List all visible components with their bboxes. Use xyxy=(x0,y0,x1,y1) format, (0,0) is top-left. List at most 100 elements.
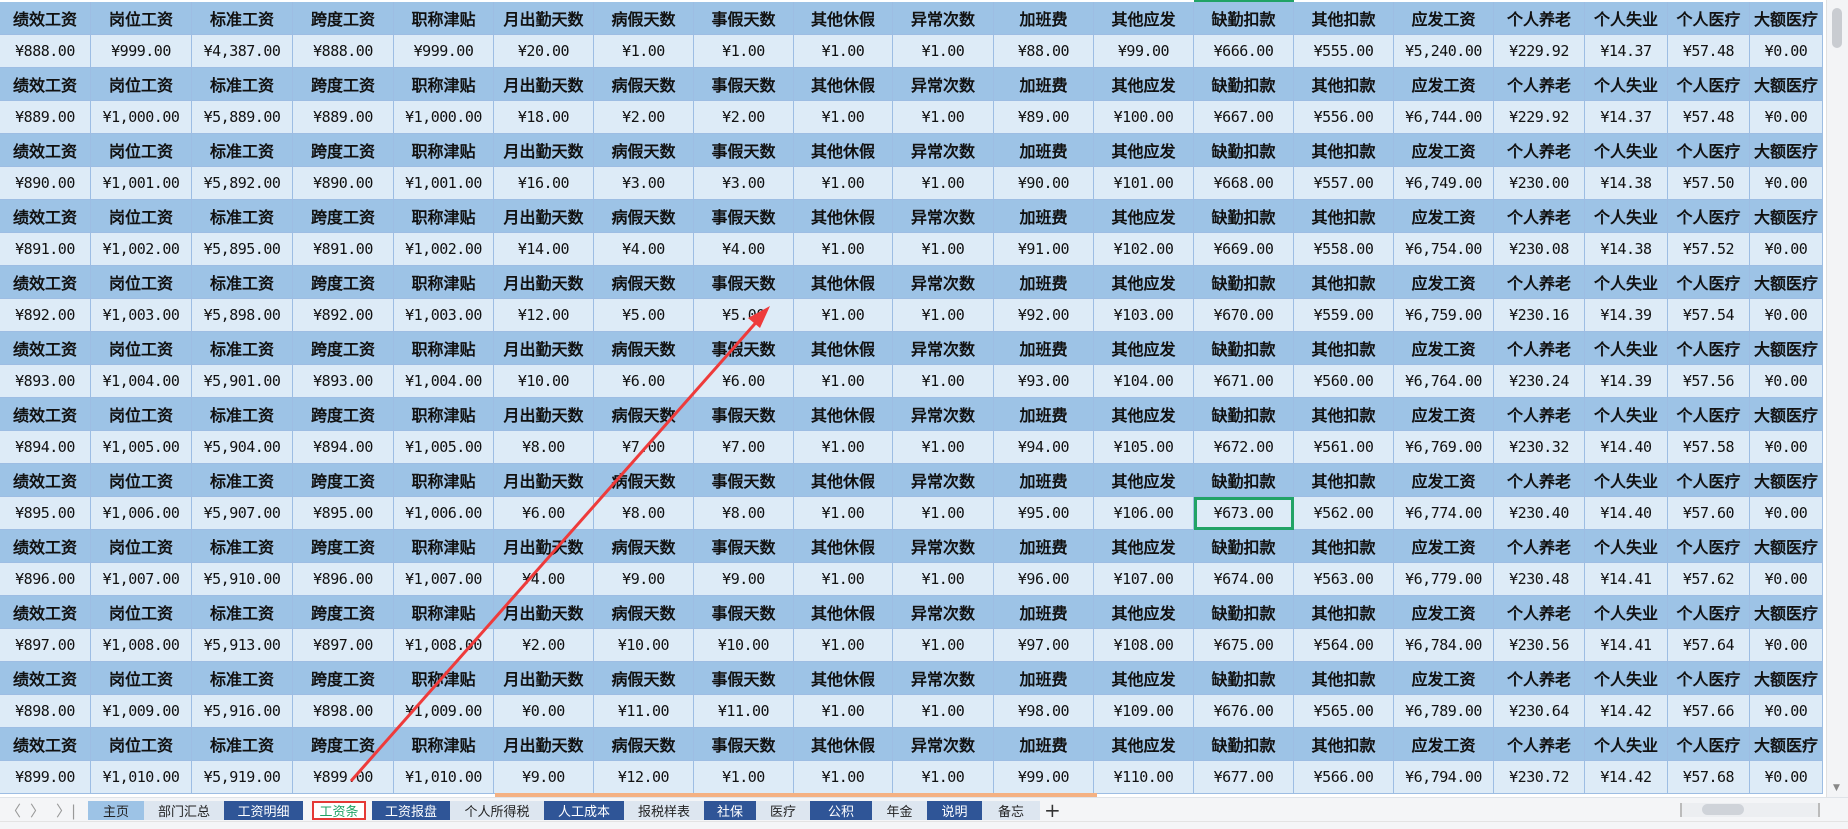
data-cell[interactable]: ¥99.00 xyxy=(1094,35,1194,68)
data-cell[interactable]: ¥893.00 xyxy=(0,365,91,398)
header-cell[interactable]: 个人失业 xyxy=(1585,398,1668,431)
header-cell[interactable]: 其他休假 xyxy=(794,200,893,233)
header-cell[interactable]: 事假天数 xyxy=(694,2,794,35)
data-cell[interactable]: ¥230.24 xyxy=(1494,365,1585,398)
data-cell[interactable]: ¥1.00 xyxy=(794,431,893,464)
data-cell[interactable]: ¥12.00 xyxy=(494,299,594,332)
data-cell[interactable]: ¥1,002.00 xyxy=(394,233,494,266)
data-cell[interactable]: ¥6,794.00 xyxy=(1394,761,1494,794)
data-cell[interactable]: ¥101.00 xyxy=(1094,167,1194,200)
data-cell[interactable]: ¥1,002.00 xyxy=(91,233,192,266)
data-cell[interactable]: ¥6,764.00 xyxy=(1394,365,1494,398)
data-cell[interactable]: ¥14.40 xyxy=(1585,497,1668,530)
header-cell[interactable]: 职称津贴 xyxy=(394,464,494,497)
data-cell[interactable]: ¥91.00 xyxy=(994,233,1094,266)
data-cell[interactable]: ¥230.48 xyxy=(1494,563,1585,596)
data-cell[interactable]: ¥1,005.00 xyxy=(394,431,494,464)
header-cell[interactable]: 加班费 xyxy=(994,596,1094,629)
add-sheet-button[interactable]: + xyxy=(1044,798,1061,822)
data-cell[interactable]: ¥558.00 xyxy=(1294,233,1394,266)
header-cell[interactable]: 绩效工资 xyxy=(0,200,91,233)
header-cell[interactable]: 个人医疗 xyxy=(1668,266,1750,299)
data-cell[interactable]: ¥4.00 xyxy=(594,233,694,266)
header-cell[interactable]: 跨度工资 xyxy=(293,332,394,365)
header-cell[interactable]: 其他应发 xyxy=(1094,200,1194,233)
data-cell[interactable]: ¥0.00 xyxy=(1750,629,1823,662)
data-cell[interactable]: ¥5,907.00 xyxy=(192,497,293,530)
data-cell[interactable]: ¥895.00 xyxy=(0,497,91,530)
data-cell[interactable]: ¥1.00 xyxy=(794,299,893,332)
data-cell[interactable]: ¥891.00 xyxy=(293,233,394,266)
data-cell[interactable]: ¥899.00 xyxy=(293,761,394,794)
data-cell[interactable]: ¥9.00 xyxy=(494,761,594,794)
data-cell[interactable]: ¥4.00 xyxy=(694,233,794,266)
data-cell[interactable]: ¥895.00 xyxy=(293,497,394,530)
data-cell[interactable]: ¥1,007.00 xyxy=(394,563,494,596)
header-cell[interactable]: 绩效工资 xyxy=(0,68,91,101)
header-cell[interactable]: 加班费 xyxy=(994,728,1094,761)
header-cell[interactable]: 大额医疗 xyxy=(1750,332,1823,365)
data-cell[interactable]: ¥229.92 xyxy=(1494,101,1585,134)
data-cell[interactable]: ¥1,009.00 xyxy=(394,695,494,728)
data-cell[interactable]: ¥1.00 xyxy=(794,629,893,662)
header-cell[interactable]: 个人养老 xyxy=(1494,200,1585,233)
data-cell[interactable]: ¥1.00 xyxy=(694,761,794,794)
data-cell[interactable]: ¥230.40 xyxy=(1494,497,1585,530)
header-cell[interactable]: 大额医疗 xyxy=(1750,662,1823,695)
header-cell[interactable]: 职称津贴 xyxy=(394,200,494,233)
header-cell[interactable]: 缺勤扣款 xyxy=(1194,728,1294,761)
header-cell[interactable]: 事假天数 xyxy=(694,266,794,299)
data-cell[interactable]: ¥670.00 xyxy=(1194,299,1294,332)
data-cell[interactable]: ¥559.00 xyxy=(1294,299,1394,332)
data-cell[interactable]: ¥5.00 xyxy=(594,299,694,332)
header-cell[interactable]: 其他扣款 xyxy=(1294,200,1394,233)
data-cell[interactable]: ¥888.00 xyxy=(293,35,394,68)
data-cell[interactable]: ¥10.00 xyxy=(694,629,794,662)
header-cell[interactable]: 异常次数 xyxy=(893,728,994,761)
header-cell[interactable]: 病假天数 xyxy=(594,398,694,431)
data-cell[interactable]: ¥230.64 xyxy=(1494,695,1585,728)
header-cell[interactable]: 月出勤天数 xyxy=(494,728,594,761)
data-cell[interactable]: ¥8.00 xyxy=(494,431,594,464)
header-cell[interactable]: 缺勤扣款 xyxy=(1194,596,1294,629)
data-cell[interactable]: ¥1.00 xyxy=(893,695,994,728)
header-cell[interactable]: 岗位工资 xyxy=(91,530,192,563)
header-cell[interactable]: 异常次数 xyxy=(893,464,994,497)
header-cell[interactable]: 个人失业 xyxy=(1585,266,1668,299)
header-cell[interactable]: 个人失业 xyxy=(1585,68,1668,101)
data-cell[interactable]: ¥5,901.00 xyxy=(192,365,293,398)
header-cell[interactable]: 病假天数 xyxy=(594,68,694,101)
header-cell[interactable]: 大额医疗 xyxy=(1750,464,1823,497)
data-cell[interactable]: ¥230.56 xyxy=(1494,629,1585,662)
data-cell[interactable]: ¥14.39 xyxy=(1585,299,1668,332)
header-cell[interactable]: 加班费 xyxy=(994,266,1094,299)
header-cell[interactable]: 异常次数 xyxy=(893,662,994,695)
header-cell[interactable]: 岗位工资 xyxy=(91,596,192,629)
header-cell[interactable]: 加班费 xyxy=(994,200,1094,233)
header-cell[interactable]: 绩效工资 xyxy=(0,596,91,629)
data-cell[interactable]: ¥10.00 xyxy=(594,629,694,662)
data-cell[interactable]: ¥672.00 xyxy=(1194,431,1294,464)
header-cell[interactable]: 月出勤天数 xyxy=(494,398,594,431)
data-cell[interactable]: ¥1.00 xyxy=(893,299,994,332)
header-cell[interactable]: 其他扣款 xyxy=(1294,332,1394,365)
header-cell[interactable]: 个人医疗 xyxy=(1668,728,1750,761)
header-cell[interactable]: 绩效工资 xyxy=(0,728,91,761)
data-cell[interactable]: ¥18.00 xyxy=(494,101,594,134)
data-cell[interactable]: ¥897.00 xyxy=(293,629,394,662)
data-cell[interactable]: ¥0.00 xyxy=(1750,101,1823,134)
header-cell[interactable]: 应发工资 xyxy=(1394,332,1494,365)
data-cell[interactable]: ¥3.00 xyxy=(594,167,694,200)
data-cell[interactable]: ¥1,010.00 xyxy=(394,761,494,794)
header-cell[interactable]: 标准工资 xyxy=(192,68,293,101)
header-cell[interactable]: 月出勤天数 xyxy=(494,2,594,35)
data-cell[interactable]: ¥0.00 xyxy=(1750,695,1823,728)
header-cell[interactable]: 跨度工资 xyxy=(293,662,394,695)
header-cell[interactable]: 标准工资 xyxy=(192,134,293,167)
data-cell[interactable]: ¥14.42 xyxy=(1585,695,1668,728)
header-cell[interactable]: 事假天数 xyxy=(694,200,794,233)
header-cell[interactable]: 岗位工资 xyxy=(91,464,192,497)
header-cell[interactable]: 加班费 xyxy=(994,2,1094,35)
data-cell[interactable]: ¥6.00 xyxy=(494,497,594,530)
header-cell[interactable]: 其他扣款 xyxy=(1294,662,1394,695)
